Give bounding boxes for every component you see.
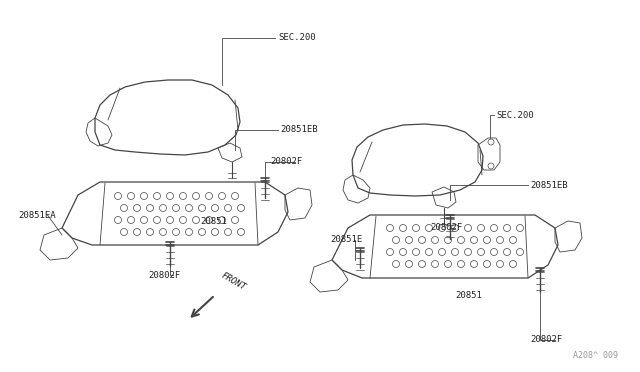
Text: SEC.200: SEC.200 (496, 110, 534, 119)
Text: 20851: 20851 (200, 218, 227, 227)
Text: A208^ 009: A208^ 009 (573, 351, 618, 360)
Text: FRONT: FRONT (220, 271, 248, 292)
Text: 20851EB: 20851EB (280, 125, 317, 135)
Text: 20851EA: 20851EA (18, 211, 56, 219)
Text: SEC.200: SEC.200 (278, 33, 316, 42)
Text: 20802F: 20802F (148, 270, 180, 279)
Text: 20851EB: 20851EB (530, 180, 568, 189)
Text: 20851E: 20851E (330, 235, 362, 244)
Text: 20851: 20851 (455, 291, 482, 299)
Text: 20802F: 20802F (270, 157, 302, 167)
Text: 20802F: 20802F (530, 336, 563, 344)
Text: 20802F: 20802F (430, 224, 462, 232)
